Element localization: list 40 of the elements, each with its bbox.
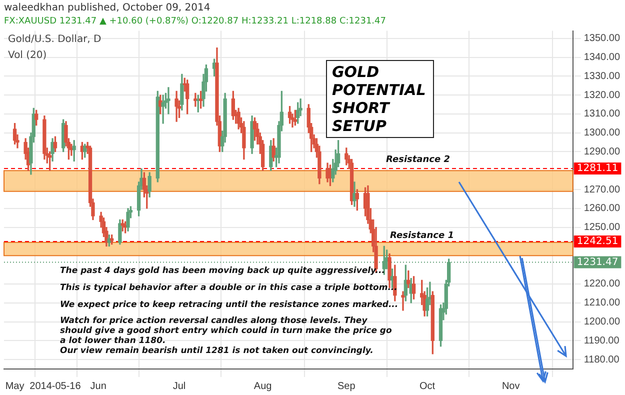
candlestick [174, 90, 178, 122]
x-tick-label: 2014-05-16 [30, 380, 82, 392]
y-tick-label: 1340.00 [584, 52, 620, 63]
y-tick-label: 1200.00 [584, 316, 620, 328]
y-tick-label: 1320.00 [584, 90, 620, 101]
ref-line-label: 1281.11 [576, 163, 618, 174]
candlestick [166, 87, 170, 114]
annotation: Vol (20) [8, 50, 47, 61]
y-tick-label: 1310.00 [584, 108, 620, 120]
annotation: Gold/U.S. Dollar, D [8, 34, 102, 45]
x-tick-label: Aug [254, 380, 272, 392]
y-tick-label: 1300.00 [584, 128, 620, 139]
annotation: Watch for price action reversal candles along those levels. They should give a good short entry which could in turn make the price go a lot lower than 1180. [60, 316, 393, 346]
candlestick [161, 94, 165, 124]
annotation: Resistance 1 [390, 231, 454, 241]
x-tick-label: May [5, 380, 24, 392]
y-tick-label: 1180.00 [584, 354, 620, 366]
x-tick-label: Jun [90, 380, 106, 392]
y-tick-label: 1350.00 [584, 33, 620, 44]
y-tick-label: 1270.00 [584, 184, 620, 196]
y-tick-label: 1250.00 [584, 222, 620, 234]
chart-subtitle: FX:XAUUSD 1231.47 ▲ +10.60 (+0.87%) O:1220.87 H:1233.21 L:1218.88 C:1231.47 [4, 16, 386, 27]
annotation: Resistance 2 [386, 155, 450, 165]
y-tick-label: 1290.00 [584, 146, 620, 158]
annotation: GOLD POTENTIAL SHORT SETUP [326, 60, 434, 138]
y-tick-label: 1330.00 [584, 70, 620, 82]
x-tick-label: Jul [172, 380, 186, 392]
y-tick-label: 1210.00 [584, 298, 620, 309]
x-tick-label: Oct [419, 380, 436, 392]
ref-line-label: 1231.47 [576, 256, 618, 268]
candlestick [401, 291, 405, 311]
y-tick-label: 1190.00 [584, 335, 620, 346]
x-tick-label: Sep [337, 380, 356, 392]
chart-title: waleedkhan published, October 09, 2014 [4, 2, 210, 14]
annotation: Our view remain bearish until 1281 is not taken out convincingly. [60, 346, 374, 356]
annotation: We expect price to keep retracing until the resistance zones marked... [60, 300, 398, 310]
ref-line-label: 1242.51 [576, 236, 618, 248]
x-tick-label: Nov [502, 380, 520, 392]
y-tick-label: 1260.00 [584, 203, 620, 214]
y-tick-label: 1220.00 [584, 278, 620, 290]
